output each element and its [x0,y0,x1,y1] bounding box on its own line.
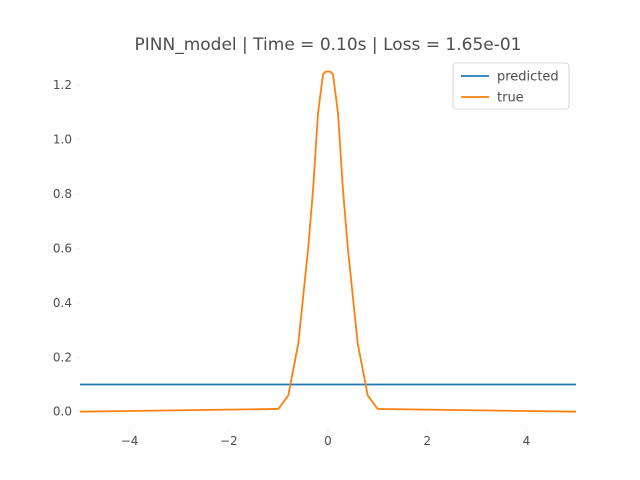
series-line-true [79,70,577,413]
y-tick-label: 0.6 [53,241,72,255]
y-tick-label: 0.8 [53,187,72,201]
legend-label-predicted: predicted [497,70,559,85]
x-tick-label: 4 [523,434,531,448]
y-tick-label: 0.4 [53,296,72,310]
y-tick-label: 1.2 [53,78,72,92]
axes: −4 −2 0 2 4 0.0 0.2 0.4 0.6 0.8 1.0 1.2 [53,78,530,448]
y-tick-label: 1.0 [53,133,72,147]
x-tick-label: −2 [220,434,238,448]
x-tick-label: −4 [121,434,139,448]
plot-area [79,70,577,413]
chart-title: PINN_model | Time = 0.10s | Loss = 1.65e… [135,35,522,55]
y-tick-label: 0.2 [53,350,72,364]
x-tick-label: 2 [423,434,431,448]
legend: predicted true [452,62,570,110]
y-tick-label: 0.0 [53,405,72,419]
legend-label-true: true [497,91,524,106]
x-tick-label: 0 [324,434,332,448]
